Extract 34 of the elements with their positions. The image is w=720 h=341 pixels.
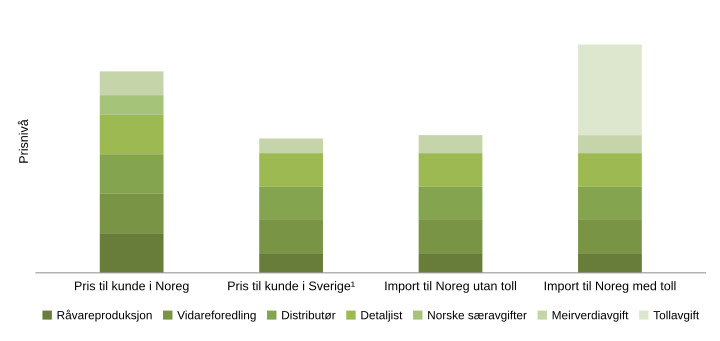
x-tick-label: Import til Noreg med toll bbox=[544, 281, 676, 293]
legend-label: Vidareforedling bbox=[177, 310, 256, 322]
bar bbox=[259, 253, 323, 273]
bar bbox=[259, 186, 323, 220]
bar bbox=[578, 135, 642, 154]
bar bbox=[100, 114, 164, 154]
bar bbox=[418, 186, 482, 220]
legend-label: Råvareproduksjon bbox=[58, 310, 152, 322]
bar bbox=[578, 186, 642, 220]
legend-label: Meirverdiavgift bbox=[552, 310, 628, 322]
legend-label: Tollavgift bbox=[654, 310, 700, 322]
bar bbox=[418, 253, 482, 273]
bar bbox=[100, 154, 164, 194]
x-tick-label: Import til Noreg utan toll bbox=[385, 281, 516, 293]
x-tick-label: Pris til kunde i Noreg bbox=[75, 281, 189, 293]
bar bbox=[578, 153, 642, 187]
bar bbox=[259, 138, 323, 154]
bar bbox=[578, 44, 642, 136]
bar bbox=[418, 153, 482, 187]
legend-label: Distributør bbox=[282, 310, 336, 320]
bar bbox=[100, 71, 164, 96]
bar bbox=[100, 233, 164, 273]
legend-label: Detaljist bbox=[361, 310, 402, 322]
bar bbox=[259, 153, 323, 187]
legend-label: Norske særavgifter bbox=[428, 310, 527, 322]
y-axis-title: Prisnivå bbox=[18, 119, 28, 163]
bar bbox=[418, 135, 482, 154]
x-tick-label: Pris til kunde i Sverige¹ bbox=[228, 281, 355, 293]
bar bbox=[100, 194, 164, 234]
bar bbox=[259, 219, 323, 254]
bar bbox=[100, 95, 164, 115]
bar bbox=[418, 219, 482, 254]
bar bbox=[578, 219, 642, 254]
bar bbox=[578, 253, 642, 273]
